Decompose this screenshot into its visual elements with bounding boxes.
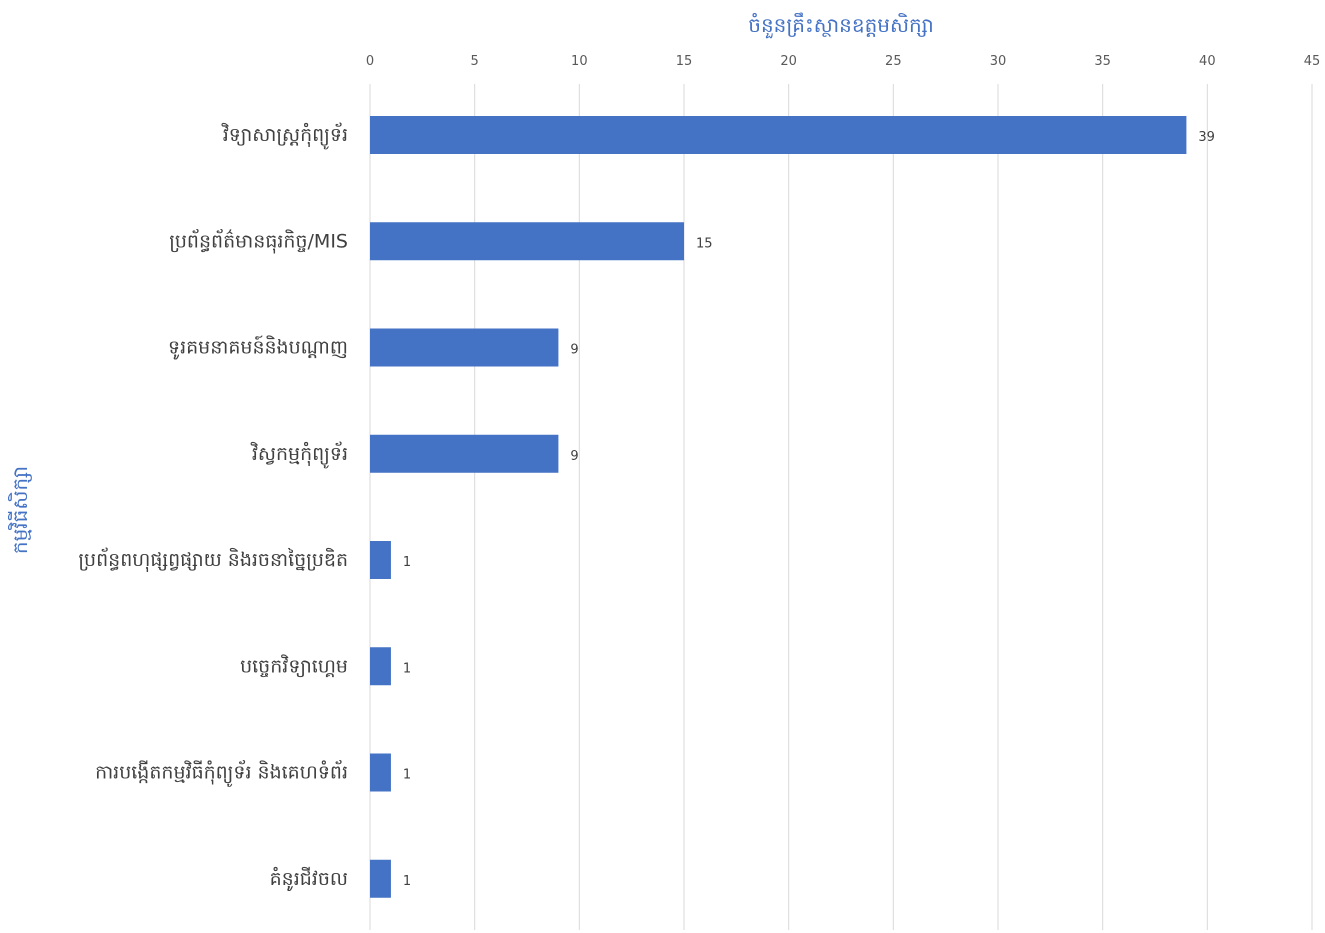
x-tick-label: 20 bbox=[780, 54, 797, 69]
category-label: វិស្វកម្មកុំព្យូទ័រ bbox=[250, 441, 348, 469]
category-label: ការបង្កើតកម្មវិធីកុំព្យូទ័រ និងគេហទំព័រ bbox=[95, 760, 348, 788]
data-label: 1 bbox=[403, 874, 411, 889]
x-tick-label: 30 bbox=[990, 54, 1007, 69]
data-label: 1 bbox=[403, 661, 411, 676]
category-label: វិទ្យាសាស្រ្តកុំព្យូទ័រ bbox=[221, 122, 348, 150]
bar bbox=[370, 328, 559, 367]
bars bbox=[370, 116, 1187, 898]
category-label: ប្រព័ន្ធពហុផ្សព្វផ្សាយ និងរចនាច្នៃប្រឌិត bbox=[78, 547, 348, 573]
category-label: ទូរគមនាគមន៍និងបណ្ដាញ bbox=[168, 335, 348, 361]
x-tick-label: 10 bbox=[571, 54, 588, 69]
bar bbox=[370, 859, 391, 898]
bar bbox=[370, 434, 559, 473]
category-label: បច្ចេកវិទ្យាហ្គេម bbox=[240, 653, 348, 677]
data-label: 9 bbox=[570, 449, 578, 464]
x-tick-label: 5 bbox=[471, 54, 479, 69]
gridlines bbox=[369, 84, 1313, 930]
bar bbox=[370, 647, 391, 686]
bar bbox=[370, 753, 391, 792]
x-tick-label: 45 bbox=[1304, 54, 1321, 69]
data-label: 9 bbox=[570, 343, 578, 358]
x-tick-label: 25 bbox=[885, 54, 902, 69]
category-label: ប្រព័ន្ធព័ត៌មានធុរកិច្ច/MIS bbox=[169, 228, 348, 254]
x-tick-label: 0 bbox=[366, 54, 374, 69]
bar bbox=[370, 541, 391, 579]
x-axis-title: ចំនួនគ្រឹះស្ថានឧត្តមសិក្សា bbox=[748, 13, 934, 37]
bar bbox=[370, 222, 684, 261]
data-label: 39 bbox=[1198, 130, 1215, 145]
x-tick-label: 35 bbox=[1094, 54, 1111, 69]
data-label: 1 bbox=[403, 555, 411, 570]
x-tick-label: 15 bbox=[676, 54, 693, 69]
bar bbox=[370, 116, 1187, 154]
category-labels: វិទ្យាសាស្រ្តកុំព្យូទ័រប្រព័ន្ធព័ត៌មានធុ… bbox=[78, 122, 348, 892]
category-label: គំនូរជីវចល bbox=[270, 866, 348, 892]
data-label: 1 bbox=[403, 768, 411, 783]
data-labels: 39 15 9 9 1 1 1 1 bbox=[403, 130, 1215, 889]
data-label: 15 bbox=[696, 236, 713, 251]
x-tick-labels: 0 5 10 15 20 25 30 35 40 45 bbox=[366, 54, 1320, 69]
x-tick-label: 40 bbox=[1199, 54, 1216, 69]
